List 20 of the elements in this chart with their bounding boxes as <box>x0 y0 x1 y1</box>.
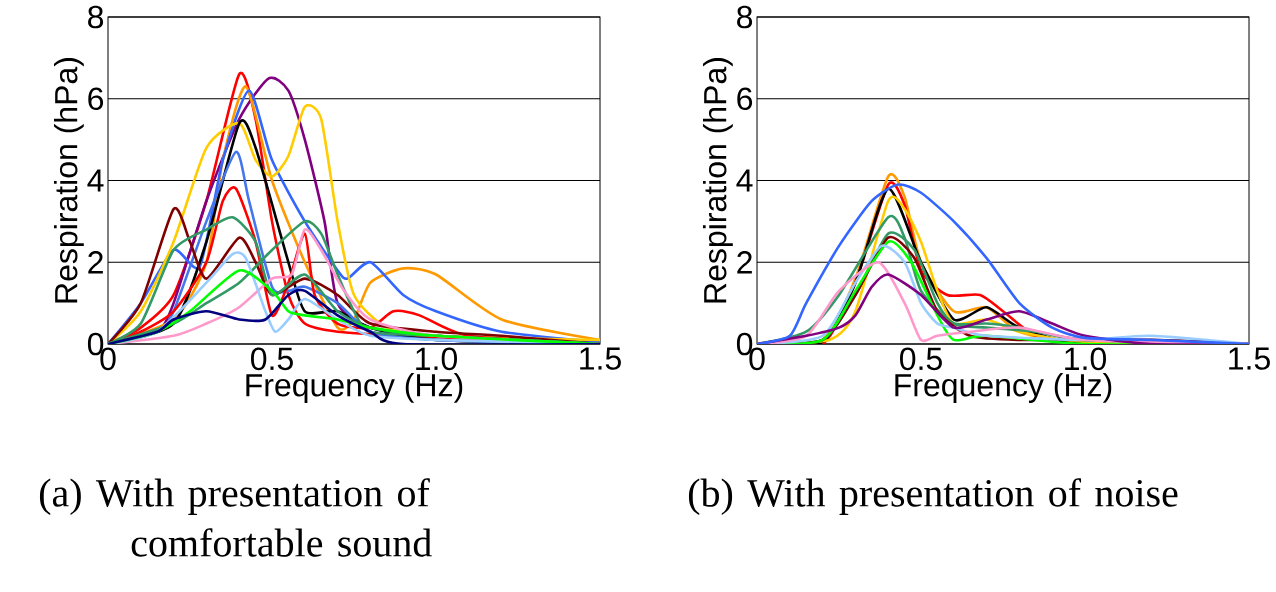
y-axis-title: Respiration (hPa) <box>53 58 84 303</box>
text: (b) With presentation of noise <box>688 478 1178 515</box>
x-tick-label: 1.0 <box>416 347 457 371</box>
y-tick-label: 6 <box>88 87 104 111</box>
y-tick-label: 2 <box>737 251 752 274</box>
y-tick-label: 8 <box>88 5 104 29</box>
y-tick-label: 2 <box>88 251 103 274</box>
x-tick-label: 0.5 <box>251 347 293 371</box>
x-tick-label: 1.5 <box>1229 347 1270 370</box>
x-tick-label: 1.5 <box>580 347 621 370</box>
text: (a) With presentation of comfortable sound <box>39 478 432 557</box>
y-tick-label: 6 <box>737 87 753 111</box>
x-axis-title: Frequency (Hz) <box>895 373 1112 403</box>
y-axis-title: Respiration (hPa) <box>702 58 733 303</box>
y-tick-label: 8 <box>737 5 753 29</box>
x-tick-label: 0.5 <box>900 347 942 371</box>
y-tick-label: 4 <box>736 169 753 192</box>
x-tick-label: 1.0 <box>1065 347 1106 371</box>
y-tick-label: 4 <box>87 169 104 192</box>
x-axis-title: Frequency (Hz) <box>246 373 463 403</box>
